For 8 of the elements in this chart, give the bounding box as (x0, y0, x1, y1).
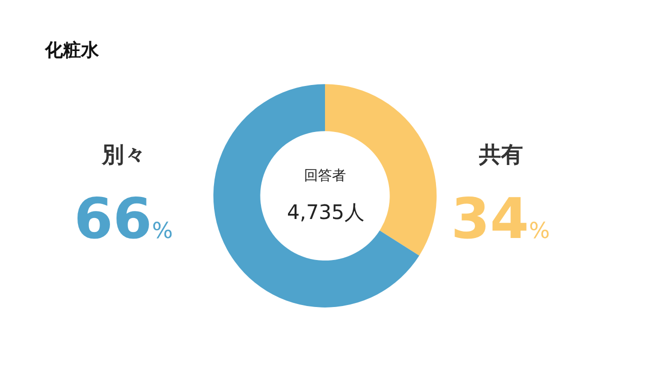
text: 4,735人 (287, 200, 364, 224)
text: 回答者 (304, 168, 346, 184)
data-label: 34% (451, 187, 550, 252)
donut-slice (213, 84, 420, 308)
slice-label: 共有 (478, 143, 523, 168)
chart-title: 化粧水 (44, 40, 100, 61)
data-label: 66% (74, 187, 173, 252)
slice-label: 別々 (101, 143, 146, 168)
